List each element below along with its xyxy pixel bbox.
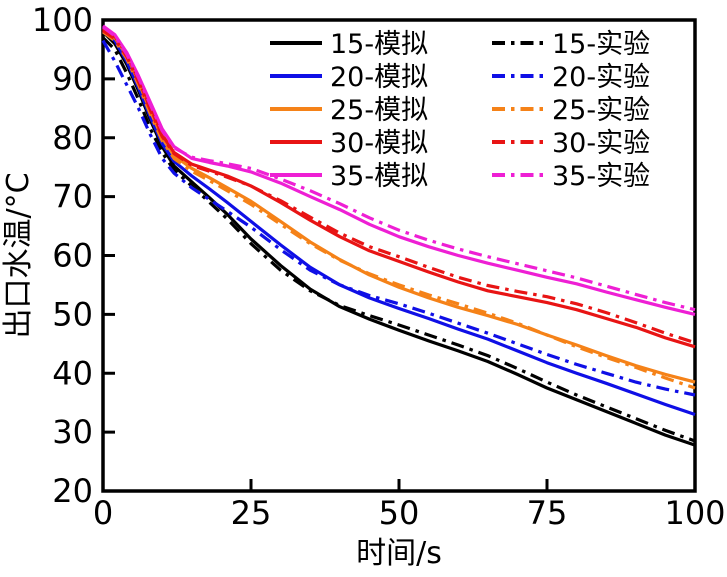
x-tick-label-75: 75 [527, 494, 568, 532]
series-line-20-实验 [101, 39, 696, 397]
legend-label-20-模拟: 20-模拟 [330, 62, 428, 93]
legend-label-20-实验: 20-实验 [552, 62, 650, 93]
y-tick-label-100: 100 [32, 1, 93, 39]
legend-label-30-模拟: 30-模拟 [330, 128, 428, 159]
series-line-35-实验 [102, 25, 696, 312]
y-tick-label-70: 70 [52, 178, 93, 216]
y-tick-label-60: 60 [52, 237, 93, 275]
series-line-25-实验 [102, 30, 696, 390]
y-tick-label-90: 90 [52, 60, 93, 98]
series-line-30-实验 [102, 29, 696, 345]
series-line-15-实验 [101, 36, 696, 443]
y-tick-label-80: 80 [52, 119, 93, 157]
x-tick-label-0: 0 [93, 494, 113, 532]
x-tick-label-50: 50 [379, 494, 420, 532]
legend-label-35-实验: 35-实验 [552, 161, 650, 192]
legend-label-25-模拟: 25-模拟 [330, 95, 428, 126]
legend-label-15-模拟: 15-模拟 [330, 29, 428, 60]
x-tick-label-25: 25 [231, 494, 272, 532]
y-tick-label-20: 20 [52, 472, 93, 510]
x-axis-title: 时间/s [356, 536, 442, 571]
y-tick-label-50: 50 [52, 295, 93, 333]
y-tick-label-40: 40 [52, 354, 93, 392]
legend-label-35-模拟: 35-模拟 [330, 161, 428, 192]
y-axis-title: 出口水温/°C [1, 172, 36, 338]
legend-label-30-实验: 30-实验 [552, 128, 650, 159]
legend-label-25-实验: 25-实验 [552, 95, 650, 126]
x-tick-label-100: 100 [664, 494, 725, 532]
y-tick-label-30: 30 [52, 413, 93, 451]
legend-label-15-实验: 15-实验 [552, 29, 650, 60]
